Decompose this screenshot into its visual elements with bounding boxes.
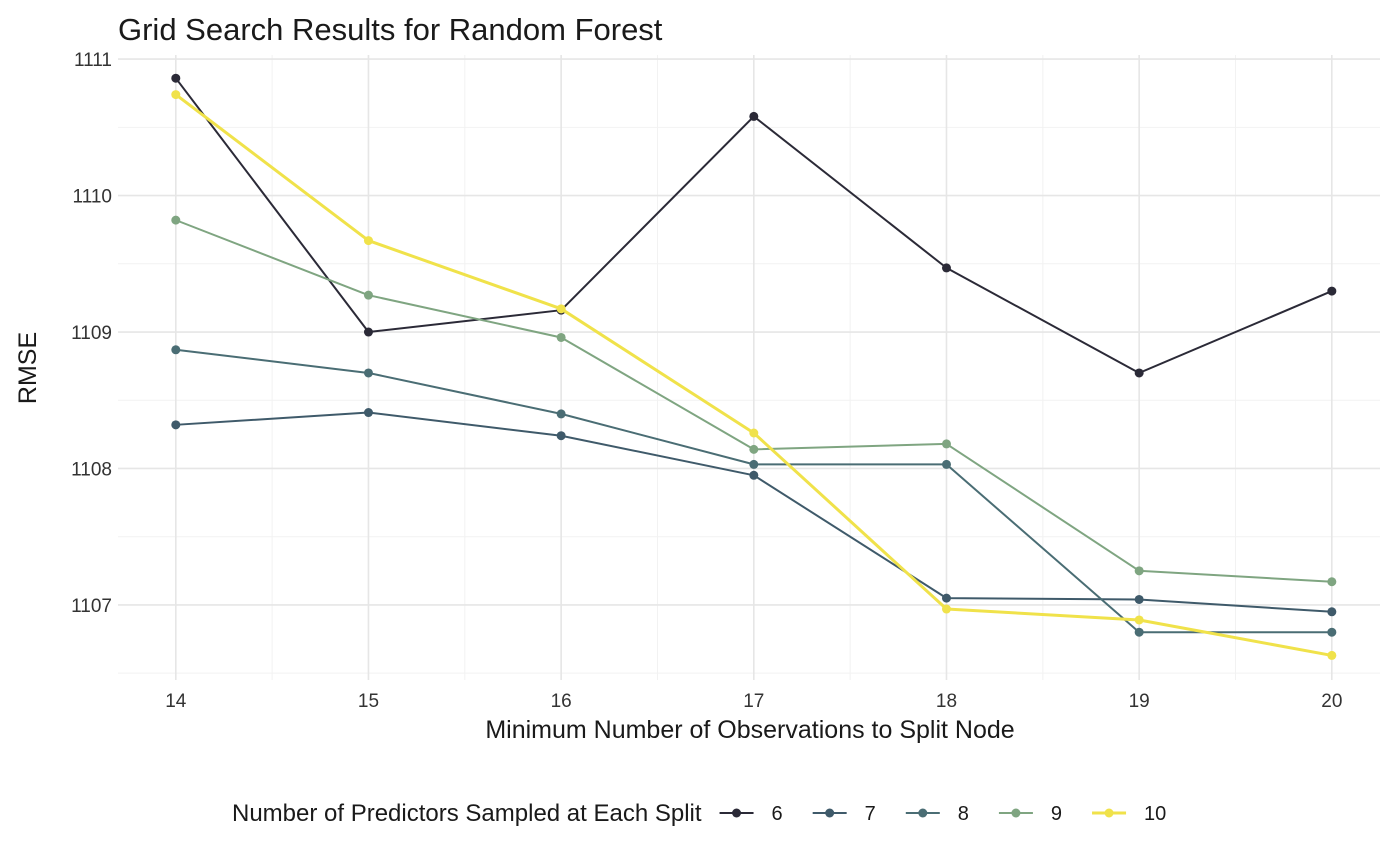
series-7 bbox=[171, 408, 1337, 617]
x-tick-label: 19 bbox=[1129, 691, 1150, 712]
legend-swatch-point bbox=[918, 808, 928, 818]
data-point bbox=[749, 444, 759, 454]
legend-items: 6 7 8 9 10 bbox=[719, 803, 1166, 825]
y-tick-label: 1110 bbox=[73, 187, 112, 208]
data-point bbox=[171, 90, 181, 100]
y-tick-labels: 1107 1108 1109 1110 1111 bbox=[71, 50, 112, 617]
data-point bbox=[1134, 368, 1144, 378]
legend: Number of Predictors Sampled at Each Spl… bbox=[232, 800, 1166, 827]
series-10 bbox=[171, 90, 1337, 660]
legend-item-10: 10 bbox=[1092, 803, 1166, 825]
data-point bbox=[171, 215, 181, 225]
legend-swatch-point bbox=[825, 808, 835, 818]
x-tick-labels: 14 15 16 17 18 19 20 bbox=[165, 691, 1342, 712]
x-tick-label: 17 bbox=[743, 691, 764, 712]
legend-swatch-point bbox=[1011, 808, 1021, 818]
legend-item-9: 9 bbox=[998, 803, 1062, 825]
x-tick-label: 20 bbox=[1321, 691, 1342, 712]
legend-item-7: 7 bbox=[812, 803, 876, 825]
data-point bbox=[171, 345, 181, 355]
data-point bbox=[556, 431, 566, 441]
data-point bbox=[363, 368, 373, 378]
data-point bbox=[749, 111, 759, 121]
data-point bbox=[363, 327, 373, 337]
data-point bbox=[171, 420, 181, 430]
data-point bbox=[556, 409, 566, 419]
y-tick-label: 1109 bbox=[71, 323, 112, 344]
data-point bbox=[363, 236, 373, 246]
data-point bbox=[556, 332, 566, 342]
x-tick-label: 14 bbox=[165, 691, 187, 712]
data-point bbox=[941, 459, 951, 469]
series-9 bbox=[171, 215, 1337, 587]
data-point bbox=[1327, 286, 1337, 296]
legend-swatch-point bbox=[732, 808, 742, 818]
y-tick-label: 1107 bbox=[71, 596, 112, 617]
y-tick-label: 1111 bbox=[74, 50, 112, 71]
legend-label: 6 bbox=[772, 803, 783, 825]
legend-swatch-point bbox=[1104, 808, 1114, 818]
data-point bbox=[749, 428, 759, 438]
data-point bbox=[749, 459, 759, 469]
data-point bbox=[1327, 607, 1337, 617]
legend-title: Number of Predictors Sampled at Each Spl… bbox=[232, 800, 702, 827]
legend-item-8: 8 bbox=[905, 803, 969, 825]
data-point bbox=[171, 73, 181, 83]
data-point bbox=[941, 593, 951, 603]
grid bbox=[118, 55, 1380, 680]
y-tick-label: 1108 bbox=[71, 459, 112, 480]
y-axis-title: RMSE bbox=[14, 332, 42, 404]
data-point bbox=[363, 408, 373, 418]
chart-title: Grid Search Results for Random Forest bbox=[118, 12, 663, 47]
legend-label: 10 bbox=[1144, 803, 1166, 825]
data-point bbox=[556, 304, 566, 314]
series-8 bbox=[171, 345, 1337, 637]
data-point bbox=[1327, 650, 1337, 660]
data-point bbox=[1134, 594, 1144, 604]
legend-item-6: 6 bbox=[719, 803, 783, 825]
x-axis-title: Minimum Number of Observations to Split … bbox=[485, 716, 1014, 744]
data-point bbox=[1327, 627, 1337, 637]
data-point bbox=[363, 290, 373, 300]
data-point bbox=[1134, 615, 1144, 625]
legend-label: 9 bbox=[1051, 803, 1062, 825]
data-point bbox=[1327, 577, 1337, 587]
legend-label: 8 bbox=[958, 803, 969, 825]
x-tick-label: 16 bbox=[551, 691, 572, 712]
data-point bbox=[749, 470, 759, 480]
x-tick-label: 18 bbox=[936, 691, 957, 712]
x-tick-label: 15 bbox=[358, 691, 379, 712]
legend-label: 7 bbox=[865, 803, 876, 825]
data-point bbox=[1134, 566, 1144, 576]
data-point bbox=[1134, 627, 1144, 637]
data-point bbox=[941, 439, 951, 449]
data-point bbox=[941, 263, 951, 273]
series-layer bbox=[171, 73, 1337, 660]
data-point bbox=[941, 604, 951, 614]
